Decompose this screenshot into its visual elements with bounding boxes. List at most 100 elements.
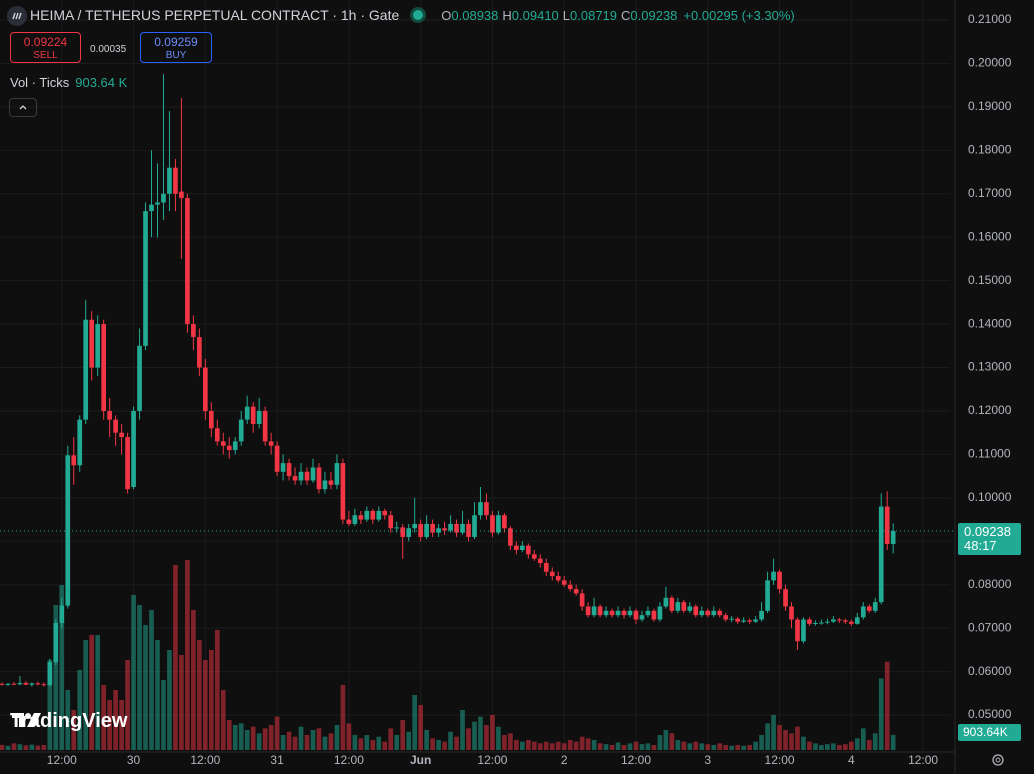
candle-body bbox=[460, 523, 465, 533]
volume-bar bbox=[47, 660, 53, 750]
candle-body bbox=[346, 519, 352, 524]
header: HEIMA / TETHERUS PERPETUAL CONTRACT · 1h… bbox=[30, 7, 795, 23]
volume-bar bbox=[549, 743, 555, 750]
watermark-logo bbox=[12, 713, 41, 727]
candle-body bbox=[119, 432, 124, 438]
candle-body bbox=[35, 683, 41, 685]
candle-body bbox=[412, 523, 418, 529]
legend-value: 0.08938 bbox=[451, 7, 499, 23]
candle-body bbox=[334, 463, 340, 485]
volume-bar bbox=[167, 650, 172, 750]
candle-body bbox=[292, 476, 298, 481]
candle-body bbox=[831, 619, 836, 622]
volume-bar bbox=[663, 730, 669, 750]
volume-bar bbox=[478, 716, 483, 750]
volume-tag: 903.64K bbox=[958, 724, 1021, 741]
candle-body bbox=[854, 617, 860, 624]
candle-body bbox=[555, 576, 561, 581]
volume-bar bbox=[232, 725, 238, 750]
volume-bar bbox=[310, 730, 316, 750]
volume-bar bbox=[890, 734, 896, 750]
volume-bar bbox=[747, 745, 752, 750]
settings-icon[interactable] bbox=[988, 750, 1008, 770]
volume-bar bbox=[585, 738, 591, 750]
sell-button[interactable]: 0.09224 SELL bbox=[10, 32, 81, 63]
volume-bar bbox=[203, 660, 208, 750]
candle-body bbox=[890, 530, 896, 544]
y-tick-label: 0.11000 bbox=[968, 447, 1011, 461]
watermark: TradingView bbox=[10, 710, 127, 733]
candle-body bbox=[633, 610, 639, 620]
volume-bar bbox=[226, 720, 232, 750]
volume-bar bbox=[11, 743, 17, 750]
volume-bar bbox=[131, 595, 136, 750]
candle-body bbox=[747, 620, 752, 622]
price-tag: 0.09238 48:17 bbox=[958, 522, 1021, 555]
candle-body bbox=[161, 193, 166, 203]
y-tick-label: 0.07000 bbox=[968, 620, 1012, 634]
candle-body bbox=[113, 419, 118, 433]
x-tick-label: 31 bbox=[270, 753, 284, 767]
volume-bar bbox=[430, 738, 435, 750]
volume-value: 903.64 K bbox=[75, 75, 128, 90]
volume-bar bbox=[884, 661, 890, 750]
candle-body bbox=[256, 410, 262, 425]
x-tick-label: 12:00 bbox=[765, 753, 795, 767]
candle-body bbox=[615, 610, 621, 616]
candle-body bbox=[197, 337, 202, 368]
candle-body bbox=[837, 619, 842, 621]
ohlc-legend: O0.08938 H0.09410 L0.08719 C0.09238 bbox=[437, 8, 677, 23]
candle-body bbox=[89, 319, 95, 368]
volume-bar bbox=[143, 625, 148, 750]
volume-bar bbox=[854, 738, 860, 750]
legend-value: 0.09238 bbox=[630, 7, 678, 23]
candle-body bbox=[717, 610, 723, 616]
candle-body bbox=[41, 684, 47, 686]
candle-body bbox=[514, 545, 519, 550]
collapse-button[interactable] bbox=[9, 98, 37, 117]
candle-body bbox=[765, 580, 770, 611]
candle-body bbox=[807, 619, 812, 624]
candle-body bbox=[884, 506, 890, 544]
price-tag-value: 0.09238 bbox=[964, 523, 1011, 539]
volume-bar bbox=[328, 733, 334, 750]
candle-body bbox=[825, 621, 830, 623]
candle-body bbox=[179, 191, 184, 199]
volume-bar bbox=[208, 650, 214, 750]
caret-icon bbox=[19, 105, 27, 110]
y-tick-label: 0.14000 bbox=[968, 316, 1012, 330]
volume-bar bbox=[370, 740, 376, 750]
volume-bar bbox=[872, 733, 878, 750]
candle-body bbox=[801, 619, 806, 642]
volume-bar bbox=[29, 744, 35, 750]
candle-body bbox=[531, 554, 537, 559]
candle-body bbox=[340, 463, 346, 520]
volume-bar bbox=[693, 741, 699, 750]
volume-bar bbox=[813, 743, 818, 750]
volume-bar bbox=[508, 733, 513, 750]
candle-body bbox=[107, 410, 112, 420]
volume-bar bbox=[831, 743, 836, 750]
candle-body bbox=[0, 683, 5, 685]
candle-body bbox=[137, 345, 142, 411]
candle-body bbox=[370, 510, 376, 520]
volume-bar bbox=[735, 745, 740, 750]
candle-body bbox=[872, 602, 878, 611]
legend-key: H bbox=[502, 7, 512, 23]
candle-body bbox=[753, 619, 758, 622]
countdown: 48:17 bbox=[964, 537, 997, 553]
candle-body bbox=[627, 610, 633, 616]
volume-bar bbox=[364, 735, 370, 750]
candle-body bbox=[406, 528, 412, 537]
candle-body bbox=[203, 367, 208, 411]
candle-body bbox=[155, 202, 160, 205]
x-tick-label: 12:00 bbox=[47, 753, 77, 767]
candle-body bbox=[866, 606, 872, 611]
volume-bar bbox=[316, 728, 322, 750]
volume-bar bbox=[651, 745, 657, 750]
candle-body bbox=[585, 606, 591, 616]
spread: 0.00035 bbox=[90, 44, 127, 55]
buy-button[interactable]: 0.09259 BUY bbox=[140, 32, 212, 63]
candle-body bbox=[525, 545, 531, 555]
